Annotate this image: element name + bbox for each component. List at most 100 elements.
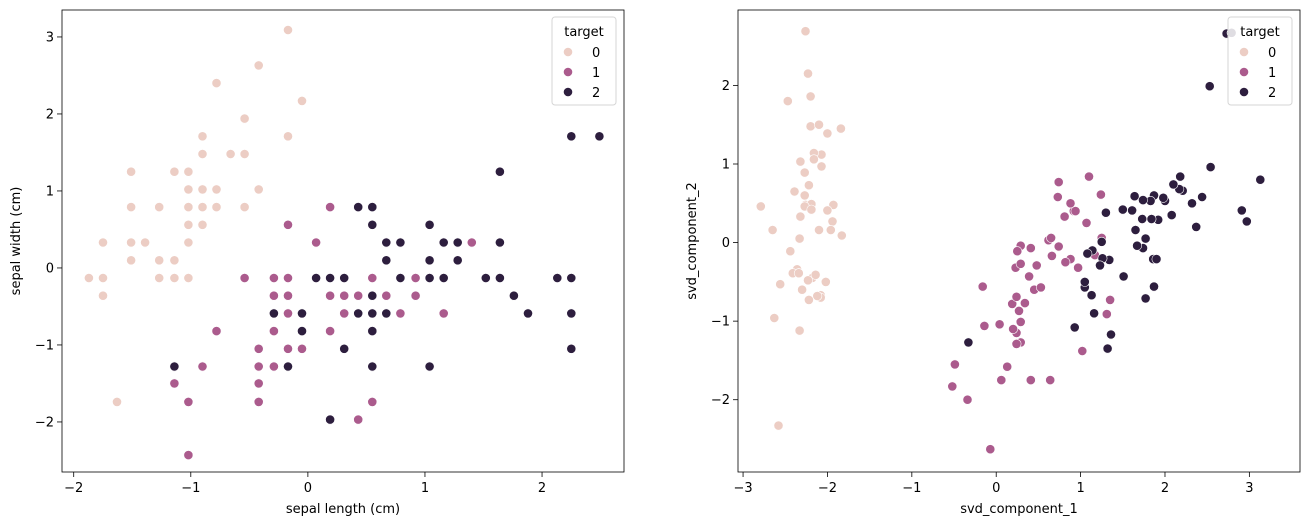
point-target-0: [197, 202, 208, 212]
legend-entry: 1: [592, 66, 600, 81]
point-target-2: [552, 273, 563, 283]
point-target-0: [799, 190, 810, 201]
point-target-2: [452, 255, 463, 266]
point-target-1: [1047, 250, 1057, 261]
point-target-0: [806, 204, 817, 215]
point-target-2: [1130, 225, 1141, 235]
point-target-2: [1241, 216, 1252, 227]
point-target-1: [197, 361, 208, 372]
point-target-2: [438, 237, 449, 248]
point-target-0: [183, 184, 194, 195]
point-target-2: [1140, 293, 1151, 304]
point-target-0: [297, 96, 307, 106]
scatter-panel-2: −3 −2 −1 0 1 2 3 −2 −1 0 1 2 svd_component_1 svd_comp…: [685, 9, 1301, 517]
legend-entry: 2: [592, 86, 600, 101]
point-target-1: [950, 359, 960, 370]
point-target-0: [154, 273, 165, 283]
y-tick-label: −1: [711, 315, 730, 330]
y-tick-label: −2: [35, 415, 54, 430]
point-target-2: [169, 361, 180, 372]
point-target-1: [183, 396, 194, 407]
point-target-1: [339, 290, 350, 301]
point-target-0: [239, 113, 250, 124]
point-target-2: [381, 308, 392, 319]
points-group: [84, 25, 605, 460]
point-target-2: [1082, 248, 1093, 259]
point-target-0: [169, 166, 180, 177]
point-target-1: [1002, 361, 1013, 372]
legend: target 0 1 2: [551, 16, 617, 106]
point-target-2: [1127, 205, 1137, 216]
point-target-1: [1007, 298, 1018, 309]
point-target-0: [183, 166, 194, 177]
y-axis-label: sepal width (cm): [9, 187, 24, 296]
point-target-2: [1166, 210, 1177, 220]
point-target-1: [253, 361, 264, 372]
point-target-2: [1168, 179, 1179, 190]
point-target-0: [154, 202, 165, 212]
point-target-0: [98, 273, 108, 283]
point-target-0: [211, 202, 222, 212]
legend-entry: 0: [592, 46, 600, 61]
point-target-2: [1205, 162, 1216, 172]
point-target-0: [126, 202, 137, 212]
point-target-0: [795, 156, 806, 167]
point-target-2: [367, 326, 378, 336]
point-target-2: [339, 273, 350, 283]
point-target-1: [996, 375, 1007, 385]
point-target-0: [793, 268, 804, 279]
point-target-2: [1175, 171, 1186, 182]
point-target-2: [1146, 214, 1157, 224]
point-target-2: [353, 202, 364, 212]
point-target-2: [1079, 276, 1090, 287]
point-target-1: [268, 361, 279, 372]
point-target-0: [814, 225, 824, 235]
x-tick-label: 3: [1245, 481, 1253, 496]
point-target-1: [410, 290, 421, 301]
point-target-1: [1025, 243, 1036, 253]
point-target-2: [1118, 271, 1129, 282]
points-group: [755, 26, 1266, 455]
point-target-0: [767, 225, 778, 235]
point-target-1: [947, 381, 958, 392]
point-target-0: [800, 26, 811, 37]
legend-marker-2: [563, 87, 573, 97]
point-target-2: [297, 326, 307, 336]
point-target-2: [1197, 192, 1207, 202]
point-target-0: [126, 237, 137, 248]
point-target-2: [438, 273, 449, 283]
point-target-1: [183, 450, 194, 460]
y-tick-label: 3: [46, 30, 54, 45]
point-target-2: [353, 308, 364, 319]
point-target-2: [1069, 322, 1080, 333]
point-target-1: [1052, 192, 1063, 202]
point-target-0: [816, 161, 827, 172]
point-target-1: [1024, 271, 1034, 282]
point-target-1: [1065, 198, 1076, 209]
point-target-2: [1129, 191, 1140, 202]
point-target-0: [794, 325, 805, 336]
point-target-2: [424, 361, 435, 372]
legend-entry: 2: [1268, 86, 1276, 101]
point-target-2: [1236, 205, 1247, 216]
point-target-2: [1089, 308, 1099, 319]
point-target-1: [438, 308, 449, 319]
point-target-2: [1095, 260, 1105, 271]
point-target-2: [1137, 214, 1148, 224]
point-target-0: [804, 180, 814, 191]
point-target-2: [1140, 233, 1151, 244]
point-target-1: [985, 444, 996, 455]
point-target-1: [1060, 257, 1071, 268]
point-target-2: [1102, 343, 1113, 354]
x-tick-label: 1: [1076, 481, 1084, 496]
point-target-1: [1053, 177, 1064, 187]
point-target-0: [789, 186, 800, 197]
x-tick-label: 0: [992, 481, 1000, 496]
point-target-0: [84, 273, 94, 283]
point-target-0: [822, 205, 833, 216]
point-target-1: [1070, 206, 1081, 216]
point-target-0: [126, 255, 137, 266]
y-tick-label: 1: [722, 158, 730, 173]
point-target-1: [1015, 258, 1026, 269]
point-target-0: [183, 202, 194, 212]
